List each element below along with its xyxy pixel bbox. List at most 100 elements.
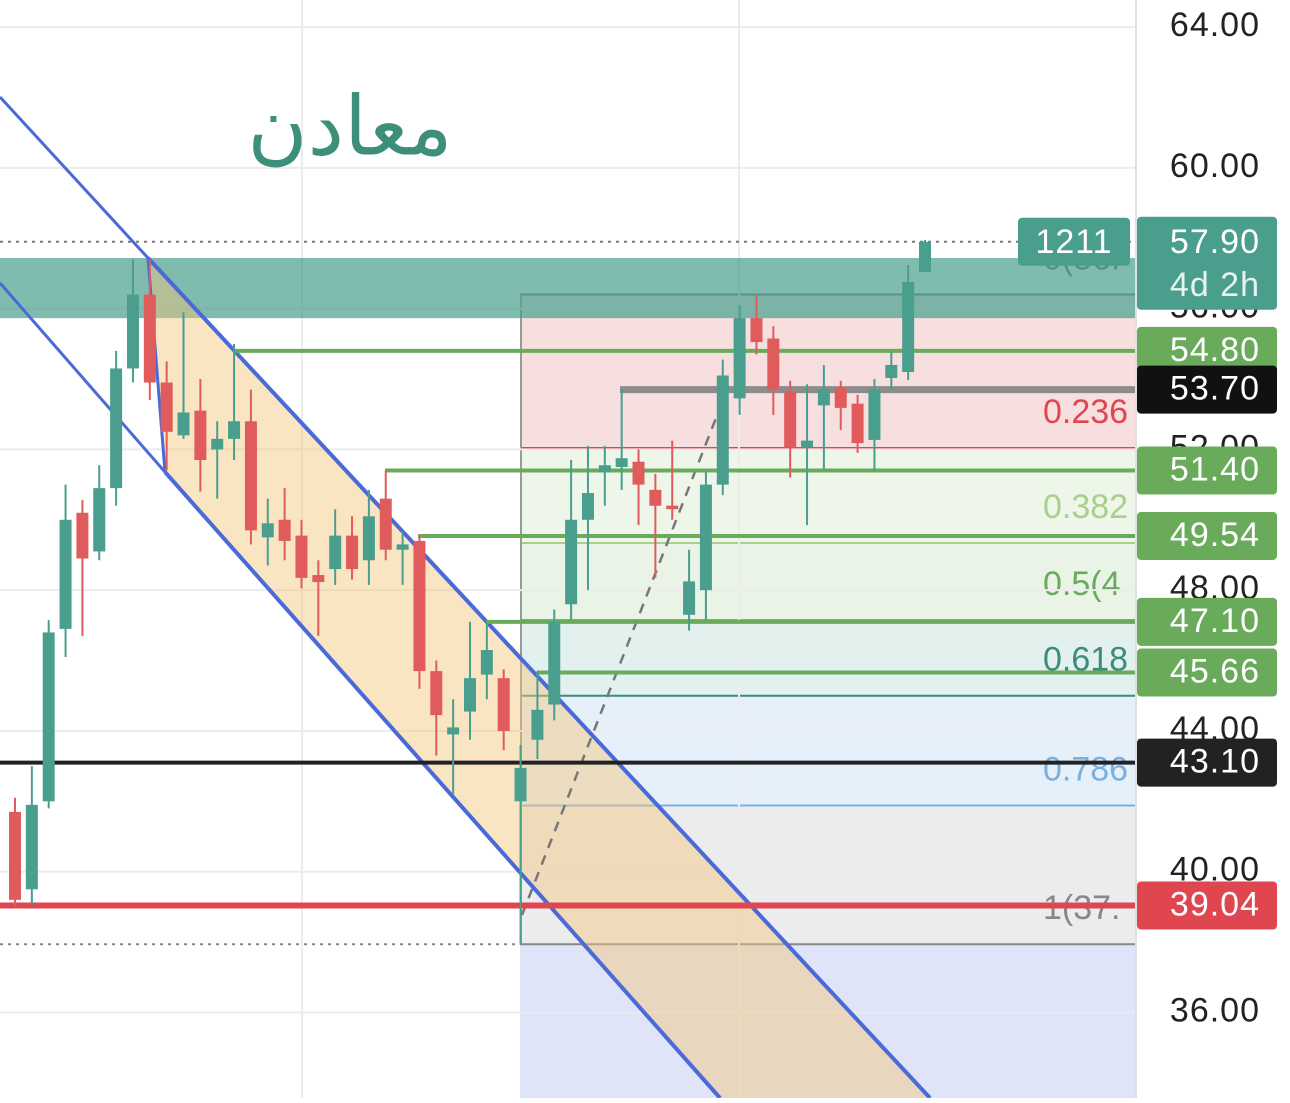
price-tag-label: 49.54	[1170, 516, 1260, 554]
candle-body	[329, 535, 342, 570]
candle-body	[699, 484, 712, 591]
price-tag	[1137, 446, 1277, 495]
fib-band	[520, 543, 1135, 621]
candle-body	[211, 438, 224, 450]
price-tag	[1137, 881, 1277, 930]
candle-body	[396, 544, 409, 550]
candle-body	[581, 493, 594, 520]
price-tag	[1137, 648, 1277, 697]
price-tag-label: 54.80	[1170, 331, 1260, 369]
candle-body	[9, 811, 21, 900]
channel-line	[0, 282, 167, 473]
fib-label: 0.236	[1043, 393, 1128, 431]
candle-body	[514, 767, 527, 802]
candle-body	[346, 535, 359, 570]
candle-body	[59, 519, 72, 629]
candle-body	[295, 535, 308, 578]
candle-body	[93, 488, 106, 552]
countdown-label: 4d 2h	[1170, 266, 1260, 304]
candle-body	[750, 318, 763, 343]
channel	[0, 95, 932, 1098]
candle-body	[565, 519, 578, 605]
candle-body	[531, 709, 544, 740]
zone-layer	[0, 257, 1135, 319]
channel-line	[146, 256, 932, 1098]
candle-body	[632, 461, 645, 485]
price-tag-label: 47.10	[1170, 602, 1260, 640]
candle-body	[497, 678, 510, 731]
candle-body	[447, 727, 460, 735]
candle-body	[278, 519, 291, 541]
candle-body	[817, 389, 830, 406]
price-tag	[1137, 597, 1277, 646]
price-tag-label: 53.70	[1170, 370, 1260, 408]
candle-body	[666, 505, 679, 510]
price-tag	[1137, 365, 1277, 414]
candle-body	[25, 804, 38, 890]
candle-body	[868, 389, 881, 440]
projection-line	[520, 394, 727, 916]
y-tick-label: 64.00	[1170, 6, 1260, 44]
candle-body	[548, 621, 561, 705]
candle-body	[801, 440, 814, 448]
candle-body	[194, 410, 207, 460]
channel-line	[146, 257, 167, 473]
candle-body	[126, 294, 139, 369]
price-tag-label: 43.10	[1170, 743, 1260, 781]
price-tag-label: 45.66	[1170, 653, 1260, 691]
candle-body	[413, 540, 426, 672]
volume-tag	[1018, 217, 1130, 266]
candle-body	[480, 650, 493, 675]
candle-body	[598, 465, 611, 473]
candle-body	[76, 512, 89, 559]
candle-body	[177, 412, 190, 436]
candle-body	[784, 391, 797, 448]
candle-body	[716, 375, 729, 485]
price-tag-label: 51.40	[1170, 451, 1260, 489]
candle-body	[244, 421, 257, 531]
candle-body	[902, 281, 915, 372]
channel-line	[163, 470, 722, 1098]
fib-band	[520, 695, 1135, 806]
price-axis: 64.0060.0056.0052.0048.0044.0040.0036.00…	[1018, 0, 1277, 1098]
chart-title: معادن	[247, 79, 452, 174]
candle-body	[430, 671, 443, 716]
y-tick-label: 60.00	[1170, 147, 1260, 185]
candle-body	[834, 387, 847, 408]
candle-layer	[9, 240, 931, 945]
candle-body	[379, 498, 392, 550]
candle-body	[733, 318, 746, 399]
candle-body	[110, 368, 123, 489]
candle-body	[851, 403, 864, 444]
last-price-tag	[1137, 216, 1277, 310]
supply-zone	[0, 257, 1135, 319]
price-tag-label: 39.04	[1170, 885, 1260, 923]
candle-body	[143, 294, 156, 383]
fib-band	[520, 944, 1135, 1098]
fib-label: 0.382	[1043, 488, 1128, 526]
candle-body	[683, 581, 696, 615]
candle-body	[649, 489, 662, 506]
candle-body	[615, 458, 628, 468]
fib-label: 0.5(4	[1043, 565, 1121, 603]
candle-body	[42, 632, 55, 802]
y-tick-label: 36.00	[1170, 991, 1260, 1029]
candle-body	[312, 575, 325, 583]
price-tag	[1137, 511, 1277, 560]
channel-line	[0, 95, 150, 260]
candle-body	[228, 421, 241, 439]
candle-body	[767, 338, 780, 390]
candle-body	[464, 678, 476, 712]
last-price-label: 57.90	[1170, 223, 1260, 261]
fib-band	[520, 805, 1135, 945]
candle-body	[160, 382, 173, 432]
price-tag	[1137, 326, 1277, 375]
price-tag	[1137, 738, 1277, 787]
candle-body	[261, 523, 274, 538]
fib-label: 0.786	[1043, 751, 1128, 789]
candle-body	[362, 516, 375, 561]
candle-body	[885, 364, 898, 378]
volume-tag-label: 1211	[1035, 223, 1112, 261]
candle-body	[919, 241, 931, 273]
